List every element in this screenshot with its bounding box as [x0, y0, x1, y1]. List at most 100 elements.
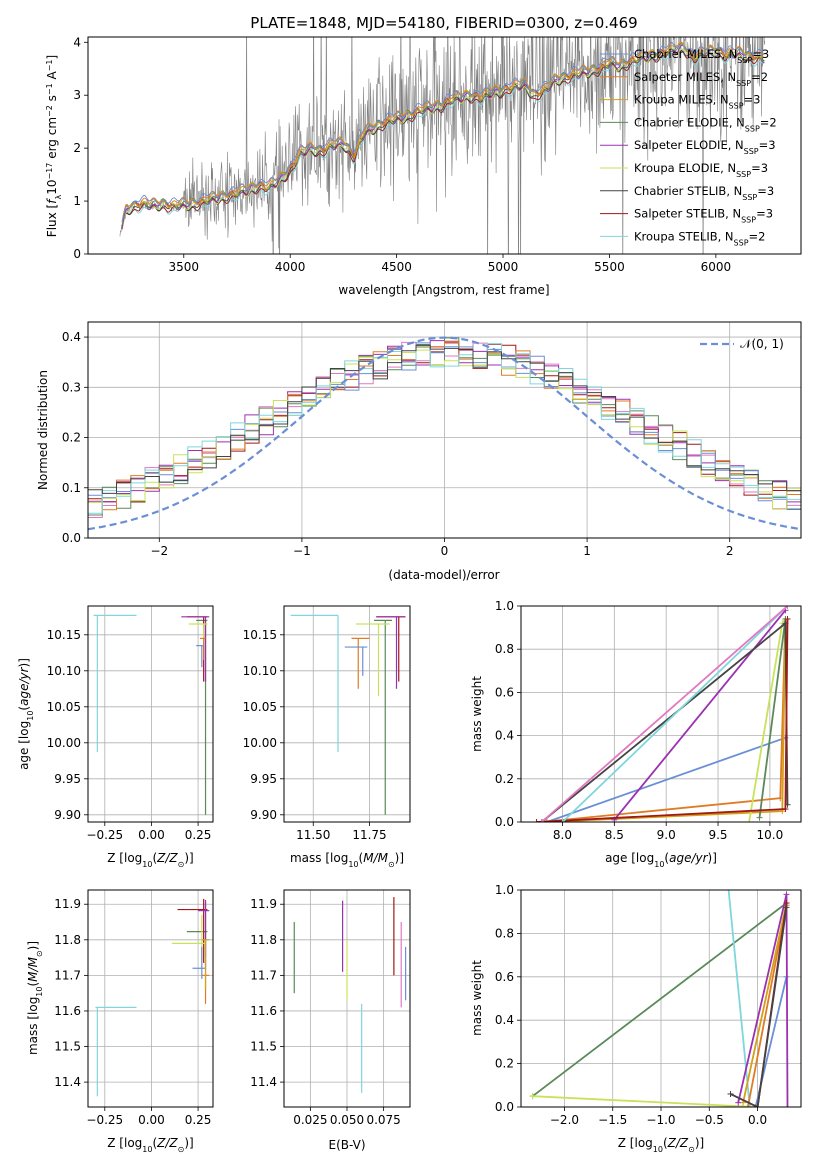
y-axis-label: mass weight	[470, 960, 484, 1036]
x-tick-label: −2	[150, 544, 168, 558]
y-tick-label: 11.8	[250, 933, 277, 947]
model-spectrum-line	[121, 41, 765, 223]
x-tick-label: 0.00	[138, 1113, 165, 1127]
y-tick-label: 0.2	[62, 431, 81, 445]
y-tick-label: 2	[73, 141, 81, 155]
weight-line	[532, 1095, 756, 1107]
model-spectrum-line	[121, 42, 765, 222]
axes-frame	[87, 36, 802, 255]
y-tick-label: 11.8	[54, 933, 81, 947]
y-tick-label: 0.3	[62, 380, 81, 394]
weight-line	[758, 618, 787, 818]
x-tick-label: −1.0	[646, 1113, 675, 1127]
weight-line	[561, 606, 789, 822]
y-tick-label: 0	[73, 247, 81, 261]
normal-curve	[88, 336, 801, 531]
x-axis-label: age [log10(age/yr)]	[605, 851, 717, 869]
x-tick-label: −2.0	[550, 1113, 579, 1127]
x-tick-label: 4500	[381, 260, 412, 274]
age-vs-metallicity-panel: −0.25 0.00 0.25 9.90 9.95 10.00 10.05 10.10 10.1…	[17, 605, 214, 869]
plot-area	[95, 898, 210, 1097]
x-axis-label: wavelength [Angstrom, rest frame]	[338, 283, 549, 297]
weight-line	[541, 606, 789, 822]
x-tick-label: −1.5	[598, 1113, 627, 1127]
weight-line	[742, 902, 788, 1103]
x-tick-label: 0.25	[185, 828, 212, 842]
y-tick-label: 10.05	[243, 700, 277, 714]
x-tick-label: 3500	[169, 260, 200, 274]
y-tick-label: 1.0	[495, 599, 514, 613]
x-tick-label: 0.075	[366, 1113, 400, 1127]
x-tick-label: −0.5	[695, 1113, 724, 1127]
y-tick-label: 11.9	[250, 897, 277, 911]
y-tick-label: 0.4	[62, 330, 81, 344]
y-tick-label: 10.00	[243, 736, 277, 750]
x-tick-label: −0.25	[86, 828, 123, 842]
y-tick-label: 10.15	[47, 628, 81, 642]
x-tick-label: 0.050	[330, 1113, 364, 1127]
histogram-step	[88, 344, 801, 494]
model-spectrum-line	[121, 48, 765, 229]
weight-line	[613, 609, 787, 821]
weight-line	[747, 905, 788, 1107]
residual-histogram-panel: −2 −1 0 1 2 0.0 0.1 0.2 0.3 0.4 𝒩(0, 1) (data-model…	[36, 321, 802, 582]
x-tick-label: −0.25	[86, 1113, 123, 1127]
weight-line	[748, 623, 784, 822]
x-tick-label: 0.25	[185, 1113, 212, 1127]
y-tick-label: 0.6	[495, 685, 514, 699]
y-axis-label: mass weight	[470, 676, 484, 752]
legend-entry: Kroupa MILES, NSSP=3	[634, 93, 760, 111]
y-tick-label: 0.0	[495, 1100, 514, 1114]
y-axis-label: Flux [fλ10−17 erg cm−2 s−1 A−1]	[45, 55, 63, 237]
mass-vs-ebv-panel: 0.025 0.050 0.075 11.4 11.5 11.6 11.7 11.8 11.9 E…	[250, 889, 411, 1152]
x-tick-label: 1	[583, 544, 591, 558]
x-axis-label: (data-model)/error	[388, 568, 499, 582]
axes-frame	[87, 605, 214, 823]
figure-title: PLATE=1848, MJD=54180, FIBERID=0300, z=0…	[250, 14, 637, 32]
y-tick-label: 0.6	[495, 970, 514, 984]
plot-area	[533, 606, 791, 822]
x-tick-label: 0.0	[748, 1113, 767, 1127]
x-tick-label: 4000	[275, 260, 306, 274]
x-tick-label: 9.5	[708, 828, 727, 842]
x-tick-label: 0.025	[293, 1113, 327, 1127]
weight-vs-age-panel: 8.0 8.5 9.0 9.5 10.0 0.0 0.2 0.4 0.6 0.8 1.0 age [l…	[470, 599, 802, 869]
y-tick-label: 0.2	[495, 1057, 514, 1071]
x-tick-label: 11.75	[352, 828, 386, 842]
y-tick-label: 0.2	[495, 772, 514, 786]
spectrum-legend: Chabrier MILES, NSSP=3 Salpeter MILES, NS…	[600, 47, 777, 247]
histogram-step	[88, 343, 801, 514]
y-tick-label: 0.4	[495, 1013, 514, 1027]
y-tick-label: 11.7	[54, 968, 81, 982]
plot-area	[290, 614, 406, 815]
y-tick-label: 1.0	[495, 883, 514, 897]
x-tick-label: 11.50	[296, 828, 330, 842]
y-axis-label: mass [log10(M/M⊙)]	[26, 941, 44, 1055]
y-tick-label: 10.05	[47, 700, 81, 714]
x-tick-label: −1	[293, 544, 311, 558]
spectrum-panel: 3500 4000 4500 5000 5500 6000 0 1 2 3 4 Chabrier MI…	[45, 35, 802, 297]
x-tick-label: 8.0	[553, 828, 572, 842]
histogram-step	[88, 349, 801, 510]
y-tick-label: 11.5	[54, 1040, 81, 1054]
y-tick-label: 0.4	[495, 729, 514, 743]
legend-entry: Kroupa STELIB, NSSP=2	[634, 229, 765, 247]
y-tick-label: 11.7	[250, 968, 277, 982]
x-axis-label: Z [log10(Z/Z⊙)]	[107, 851, 193, 869]
y-tick-label: 4	[73, 35, 81, 49]
x-tick-label: 2	[726, 544, 734, 558]
axes-frame	[283, 605, 411, 823]
model-spectrum-line	[121, 48, 765, 230]
x-tick-label: 5000	[488, 260, 519, 274]
legend-entry: Salpeter ELODIE, NSSP=3	[634, 138, 776, 156]
y-tick-label: 10.10	[243, 664, 277, 678]
x-axis-label: Z [log10(Z/Z⊙)]	[107, 1136, 193, 1154]
y-tick-label: 9.90	[250, 808, 277, 822]
y-tick-label: 9.95	[54, 772, 81, 786]
weight-line	[727, 890, 751, 1107]
y-tick-label: 9.95	[250, 772, 277, 786]
legend-entry: Kroupa ELODIE, NSSP=3	[634, 161, 768, 179]
plot-area	[293, 897, 407, 1093]
y-tick-label: 11.4	[250, 1075, 277, 1089]
